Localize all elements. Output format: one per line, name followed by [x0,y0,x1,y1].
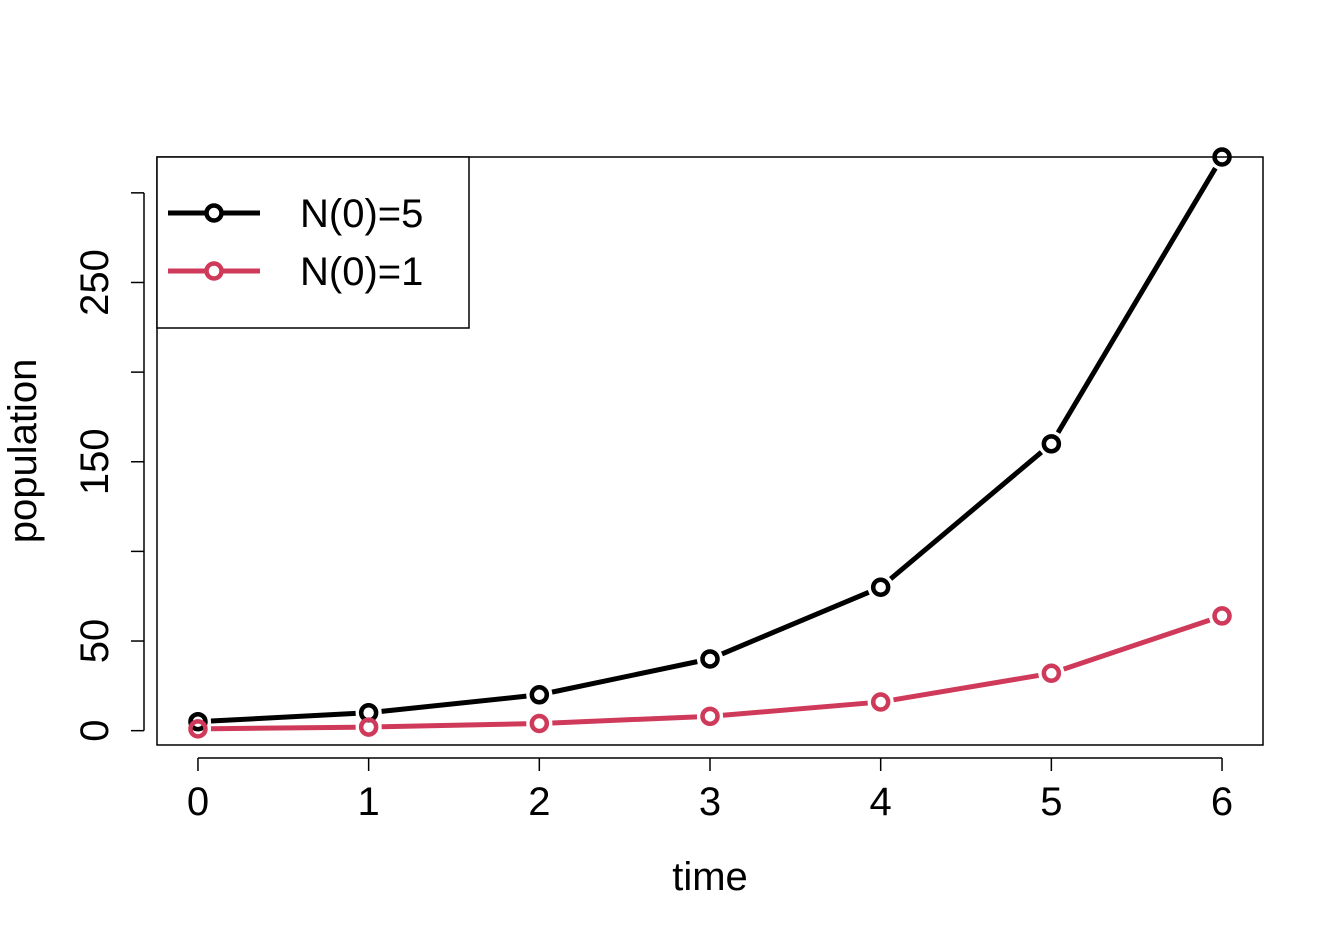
series-segment [1055,166,1218,434]
data-point [358,717,379,737]
data-point [529,713,550,734]
x-axis: 0 1 2 3 4 5 6 [187,757,1233,824]
series-segment [551,659,698,695]
data-point [700,649,720,669]
plot-border [156,156,1264,746]
x-tick-label: 3 [699,780,721,824]
series-segment [721,589,870,657]
legend-marker [204,203,224,223]
x-axis-label: time [672,855,748,899]
series-segment [210,710,356,724]
y-tick-label: 150 [73,428,117,495]
x-tick-label: 6 [1211,780,1233,824]
series-segment [381,693,527,714]
x-tick-label: 1 [358,780,380,824]
series-segment [889,450,1044,581]
x-tick-label: 2 [528,780,550,824]
data-point [1041,434,1062,454]
series-segment [893,672,1039,703]
data-point [870,692,891,712]
legend-label: N(0)=5 [300,192,423,236]
legend: N(0)=5 N(0)=1 [156,156,470,329]
series-segment [381,721,527,730]
series-1 [188,147,1232,732]
y-tick-label: 250 [73,249,117,316]
data-point [188,719,208,739]
series-segment [1062,617,1211,672]
series-2 [188,606,1232,739]
x-tick-label: 4 [870,780,892,824]
data-point [1212,606,1232,626]
legend-label: N(0)=1 [300,250,423,294]
y-axis-label: population [1,359,45,544]
y-axis: 0 50 150 250 [73,192,145,742]
data-point [529,685,550,705]
series-segment [552,714,698,726]
legend-box [156,156,470,329]
series-segment [210,724,356,732]
data-point [188,711,208,732]
plot-marks [188,147,1232,739]
x-tick-label: 5 [1040,780,1062,824]
data-point [870,577,891,597]
data-point [700,706,720,727]
x-tick-label: 0 [187,780,209,824]
series-segment [722,700,868,718]
y-tick-label: 0 [73,720,117,742]
legend-marker [204,261,224,281]
y-tick-label: 50 [73,619,117,664]
data-point [1041,663,1062,684]
